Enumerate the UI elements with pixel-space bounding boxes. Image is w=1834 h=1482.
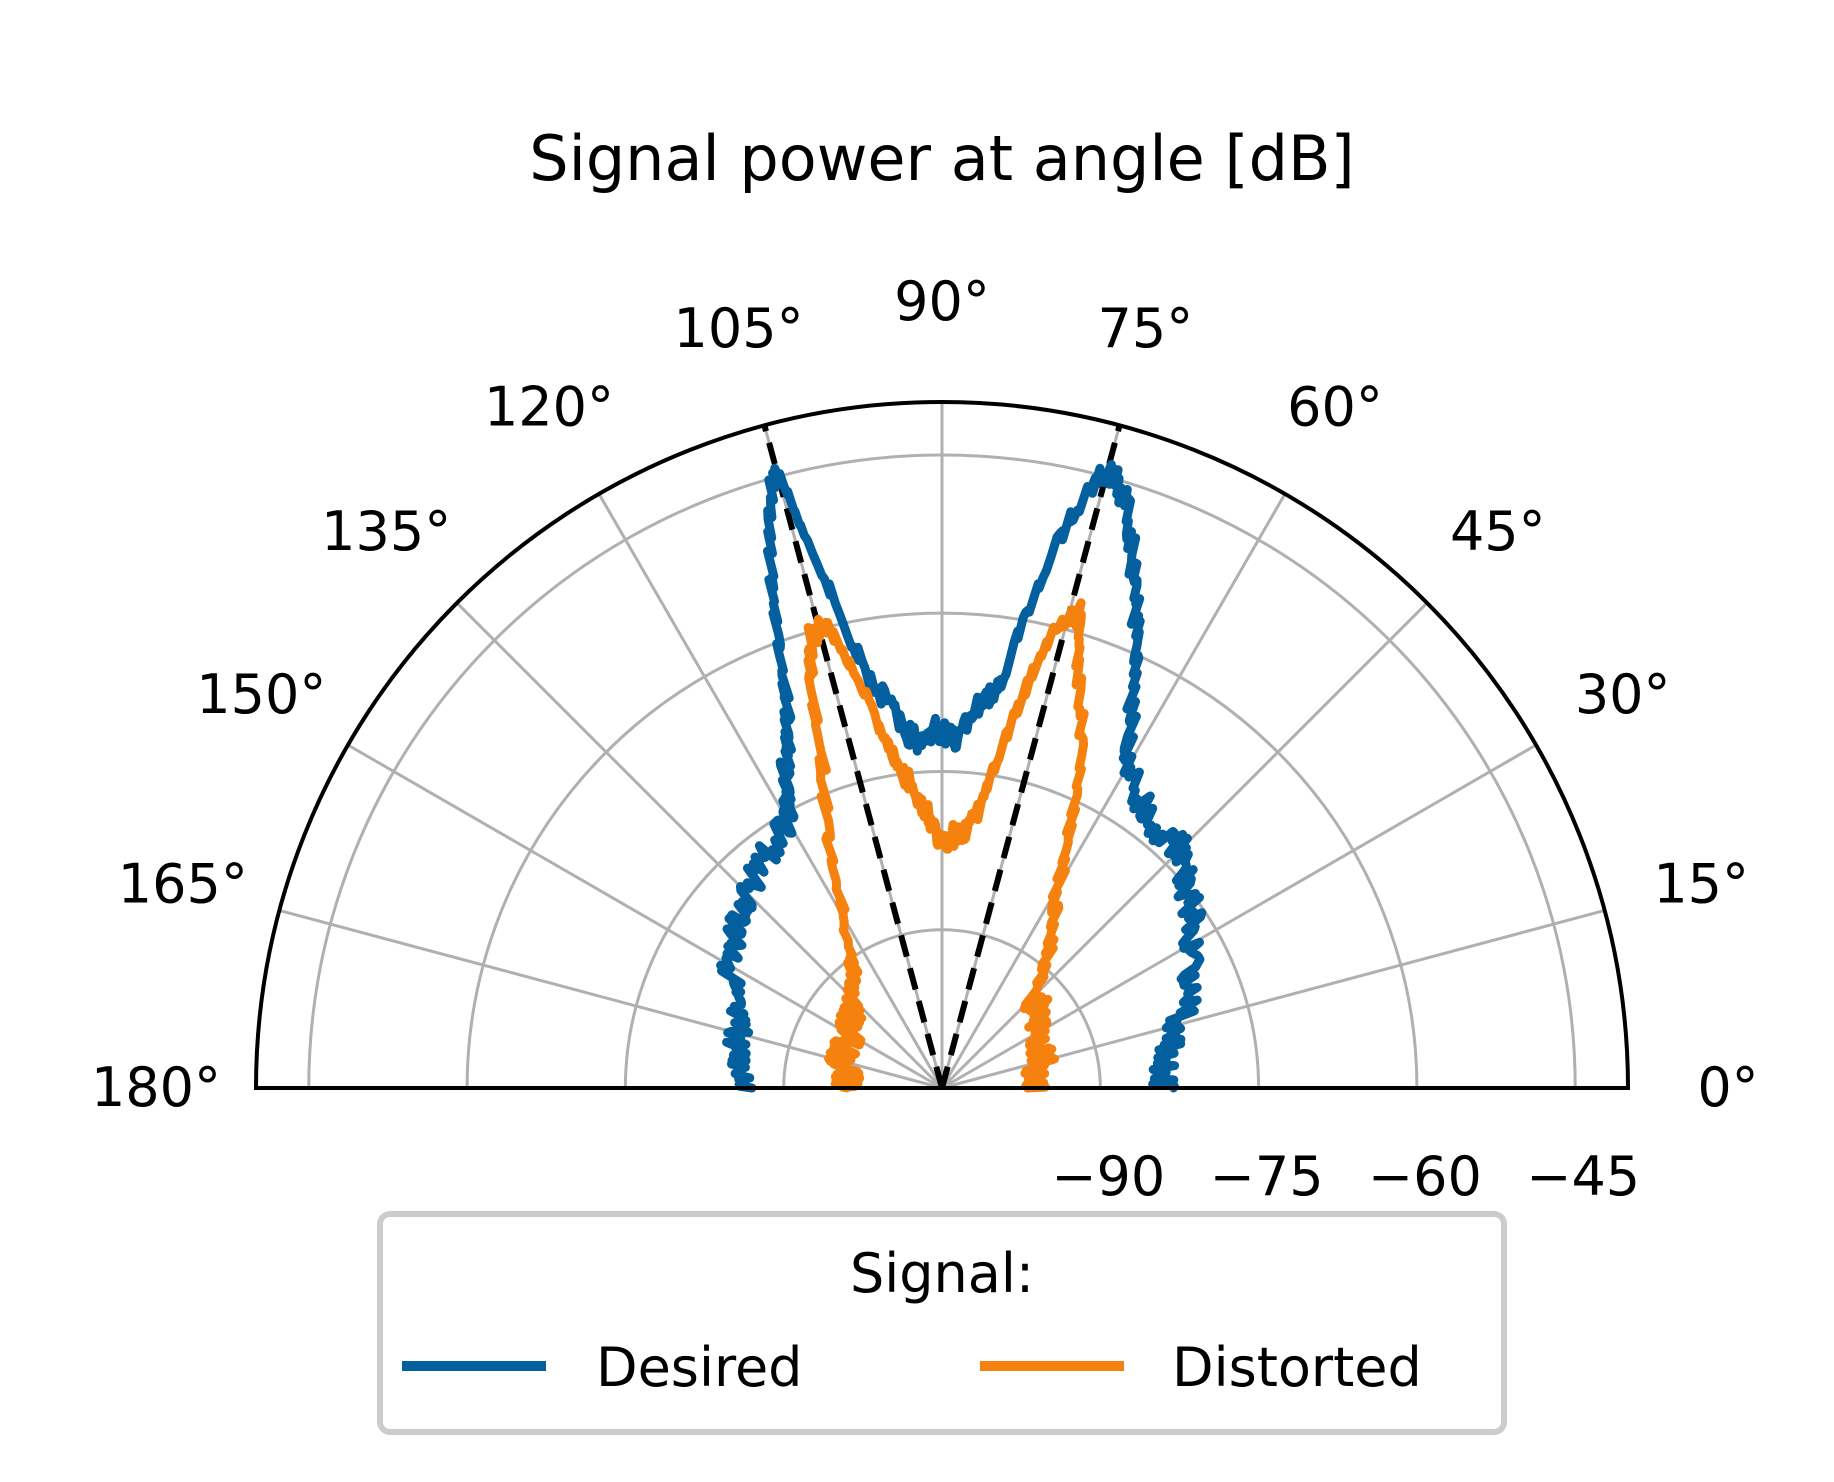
series-layer bbox=[716, 459, 1207, 1093]
theta-tick-label: 15° bbox=[1653, 853, 1749, 916]
r-tick-label: −90 bbox=[1051, 1145, 1165, 1208]
theta-tick-label: 75° bbox=[1098, 297, 1194, 360]
legend-label-desired: Desired bbox=[596, 1336, 802, 1399]
theta-gridline bbox=[940, 493, 1287, 1089]
r-tick-label: −75 bbox=[1210, 1145, 1324, 1208]
theta-tick-labels: 0° 15° 30° 45° 60° 75° 90° 105° 120° 135° 150° 165°… bbox=[91, 270, 1759, 1119]
polar-frame-outline bbox=[253, 400, 1631, 1090]
theta-tick-label: 105° bbox=[674, 297, 804, 360]
legend-title: Signal: bbox=[850, 1242, 1034, 1305]
chart-title: Signal power at angle [dB] bbox=[529, 122, 1355, 195]
series-line-desired bbox=[716, 459, 1207, 1093]
theta-tick-label: 165° bbox=[118, 853, 248, 916]
theta-gridline bbox=[597, 493, 944, 1089]
reference-lines bbox=[761, 424, 1123, 1089]
theta-tick-label: 60° bbox=[1287, 375, 1383, 438]
theta-tick-label: 120° bbox=[484, 375, 614, 438]
series-line-distorted bbox=[803, 598, 1089, 1093]
r-tick-label: −45 bbox=[1526, 1145, 1640, 1208]
theta-tick-label: 0° bbox=[1697, 1056, 1758, 1119]
legend: Signal: Desired Distorted bbox=[377, 1211, 1507, 1435]
theta-tick-label: 30° bbox=[1575, 663, 1671, 726]
r-tick-labels: −90 −75 −60 −45 bbox=[1051, 1145, 1640, 1208]
r-tick-label: −60 bbox=[1368, 1145, 1482, 1208]
theta-tick-label: 180° bbox=[91, 1056, 221, 1119]
reference-line bbox=[939, 424, 1123, 1089]
theta-tick-label: 45° bbox=[1450, 500, 1546, 563]
reference-line bbox=[761, 424, 945, 1089]
theta-tick-label: 135° bbox=[321, 500, 451, 563]
legend-frame bbox=[377, 1211, 1507, 1435]
legend-label-distorted: Distorted bbox=[1172, 1336, 1422, 1399]
theta-tick-label: 150° bbox=[196, 663, 326, 726]
theta-tick-label: 90° bbox=[894, 270, 990, 333]
polar-frame bbox=[253, 400, 1631, 1090]
